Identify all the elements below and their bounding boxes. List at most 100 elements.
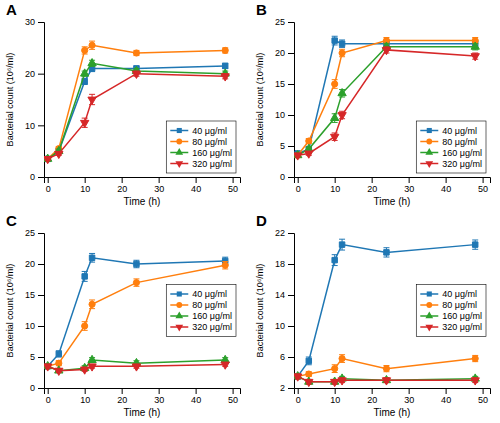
marker <box>82 323 88 329</box>
marker <box>81 367 89 374</box>
tick: 10 <box>275 321 294 331</box>
marker <box>306 138 312 144</box>
marker <box>332 81 338 87</box>
marker <box>383 366 389 372</box>
legend-marker <box>175 148 183 155</box>
marker <box>471 378 479 385</box>
legend-item: 320 μg/ml <box>420 322 482 332</box>
marker <box>88 364 96 371</box>
tick: 40 <box>441 388 451 405</box>
marker <box>382 378 390 385</box>
legend-marker <box>175 161 183 168</box>
error-bar <box>306 372 312 377</box>
marker <box>82 274 87 279</box>
error-bar <box>332 80 338 89</box>
legend-frame <box>166 285 236 337</box>
marker <box>339 242 344 247</box>
tick-mark <box>288 233 294 234</box>
series <box>294 372 479 385</box>
legend-marker <box>177 291 182 296</box>
y-axis: 0510152025 <box>25 228 45 393</box>
tick-label: 10 <box>80 395 90 405</box>
marker <box>81 120 89 127</box>
y-axis: 0510152025 <box>275 17 295 182</box>
tick-mark <box>48 177 49 183</box>
plot-area <box>294 36 479 160</box>
tick-label: 10 <box>25 121 35 131</box>
tick-label: 20 <box>25 69 35 79</box>
tick-mark <box>288 177 294 178</box>
tick-label: 10 <box>275 110 285 120</box>
marker <box>88 59 96 66</box>
tick: 20 <box>367 388 377 405</box>
tick-mark <box>288 22 294 23</box>
tick-label: 0 <box>46 184 51 194</box>
legend-marker <box>177 128 182 133</box>
legend-item: 80 μg/ml <box>170 137 227 147</box>
error-bar <box>339 239 345 250</box>
tick-mark <box>483 388 484 394</box>
tick: 50 <box>478 177 488 194</box>
tick-mark <box>159 177 160 183</box>
series <box>44 362 229 375</box>
marker <box>306 358 311 363</box>
error-bar <box>472 240 478 249</box>
error-bar <box>222 63 228 68</box>
tick-mark <box>446 388 447 394</box>
panel: 010203040500510152025CTime (h)Bacterial … <box>5 212 241 418</box>
tick: 20 <box>117 388 127 405</box>
figure: 010203040500102030ATime (h)Bacterial cou… <box>0 0 500 423</box>
axis-line <box>38 23 45 178</box>
error-bar <box>222 48 228 53</box>
tick: 0 <box>280 172 294 182</box>
tick-label: 50 <box>228 184 238 194</box>
panel-label: C <box>6 212 17 229</box>
marker <box>472 242 477 247</box>
error-bar <box>133 279 139 286</box>
series <box>295 239 479 379</box>
y-axis-title: Bacterial count (10⁶/ml) <box>255 53 265 147</box>
tick: 30 <box>404 388 414 405</box>
error-bar <box>383 366 389 372</box>
tick: 10 <box>25 321 44 331</box>
legend: 40 μg/ml80 μg/ml160 μg/ml320 μg/ml <box>416 285 486 337</box>
tick-mark <box>38 22 44 23</box>
legend-label: 320 μg/ml <box>192 159 232 169</box>
tick-mark <box>372 177 373 183</box>
error-bar <box>82 47 88 54</box>
tick: 14 <box>275 290 294 300</box>
tick-mark <box>85 177 86 183</box>
legend-marker <box>426 302 432 308</box>
legend-frame <box>166 121 236 173</box>
tick-mark <box>288 295 294 296</box>
legend-label: 160 μg/ml <box>442 148 482 158</box>
legend-item: 160 μg/ml <box>170 148 232 158</box>
tick-label: 14 <box>275 290 285 300</box>
x-axis-title: Time (h) <box>124 196 161 207</box>
tick: 50 <box>228 388 238 405</box>
tick-label: 5 <box>30 352 35 362</box>
tick: 30 <box>154 388 164 405</box>
tick-mark <box>48 388 49 394</box>
tick-mark <box>288 264 294 265</box>
tick-label: 20 <box>117 395 127 405</box>
tick-label: 0 <box>296 184 301 194</box>
marker <box>88 97 96 104</box>
tick-mark <box>122 388 123 394</box>
tick-label: 20 <box>367 184 377 194</box>
tick-mark <box>159 388 160 394</box>
error-bar <box>89 300 95 309</box>
tick-label: 20 <box>25 259 35 269</box>
tick-mark <box>196 388 197 394</box>
y-axis: 2610141822 <box>275 228 295 393</box>
marker <box>382 47 390 54</box>
tick-mark <box>409 388 410 394</box>
marker <box>89 42 95 48</box>
tick-label: 30 <box>154 184 164 194</box>
tick-mark <box>233 177 234 183</box>
legend-item: 80 μg/ml <box>420 137 477 147</box>
tick: 5 <box>280 141 294 151</box>
tick: 22 <box>275 228 294 238</box>
tick-mark <box>38 357 44 358</box>
legend-label: 320 μg/ml <box>442 322 482 332</box>
